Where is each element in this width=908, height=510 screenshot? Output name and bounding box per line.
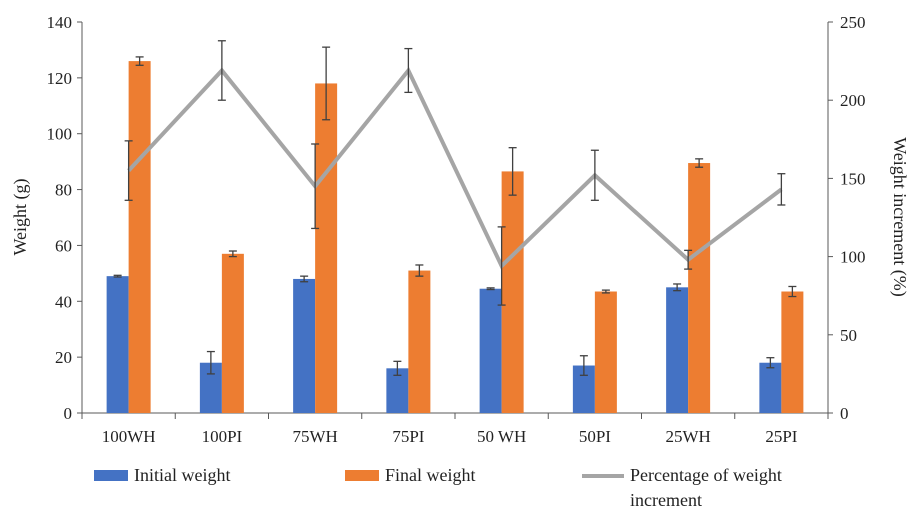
bar-initial-weight [386, 368, 409, 413]
bar-final-weight [128, 61, 151, 413]
bar-final-weight [501, 171, 524, 413]
y-tick-label: 40 [55, 292, 72, 311]
x-tick-label: 75PI [392, 427, 424, 446]
y2-tick-label: 250 [840, 13, 866, 32]
y-tick-label: 80 [55, 181, 72, 200]
x-tick-label: 50PI [579, 427, 611, 446]
bar-initial-weight [479, 288, 502, 413]
line-percentage-increment [127, 66, 783, 270]
legend-label-percentage-line2: increment [630, 490, 702, 510]
bar-initial-weight [572, 365, 595, 413]
x-tick-label: 75WH [292, 427, 337, 446]
bar-final-weight [781, 291, 804, 413]
legend-swatch-final [345, 470, 379, 481]
y2-tick-label: 100 [840, 248, 866, 267]
y2-tick-label: 50 [840, 326, 857, 345]
y-tick-label: 100 [47, 125, 73, 144]
x-tick-label: 100WH [102, 427, 156, 446]
y2-axis-title: Weight increment (%) [889, 137, 908, 297]
y-tick-label: 0 [64, 404, 73, 423]
bar-initial-weight [106, 276, 129, 413]
y-tick-label: 60 [55, 236, 72, 255]
bar-final-weight [408, 270, 431, 413]
x-tick-label: 25PI [765, 427, 797, 446]
x-tick-label: 50 WH [477, 427, 526, 446]
bar-initial-weight [759, 362, 782, 413]
legend-label-initial: Initial weight [134, 465, 230, 485]
legend-label-final: Final weight [385, 465, 476, 485]
y-tick-label: 120 [47, 69, 73, 88]
y2-tick-label: 0 [840, 404, 849, 423]
bar-final-weight [221, 253, 244, 413]
y-axis-title: Weight (g) [10, 178, 31, 255]
y-tick-label: 140 [47, 13, 73, 32]
bar-initial-weight [199, 362, 222, 413]
x-tick-label: 100PI [202, 427, 243, 446]
bar-final-weight [594, 291, 617, 413]
y2-tick-label: 150 [840, 169, 866, 188]
bar-initial-weight [293, 278, 316, 413]
x-tick-label: 25WH [665, 427, 710, 446]
legend-label-percentage: Percentage of weight [630, 465, 782, 485]
y-tick-label: 20 [55, 348, 72, 367]
bar-final-weight [315, 83, 338, 413]
y2-tick-label: 200 [840, 91, 866, 110]
legend-swatch-initial [94, 470, 128, 481]
bar-final-weight [688, 163, 711, 413]
bar-initial-weight [666, 287, 689, 413]
